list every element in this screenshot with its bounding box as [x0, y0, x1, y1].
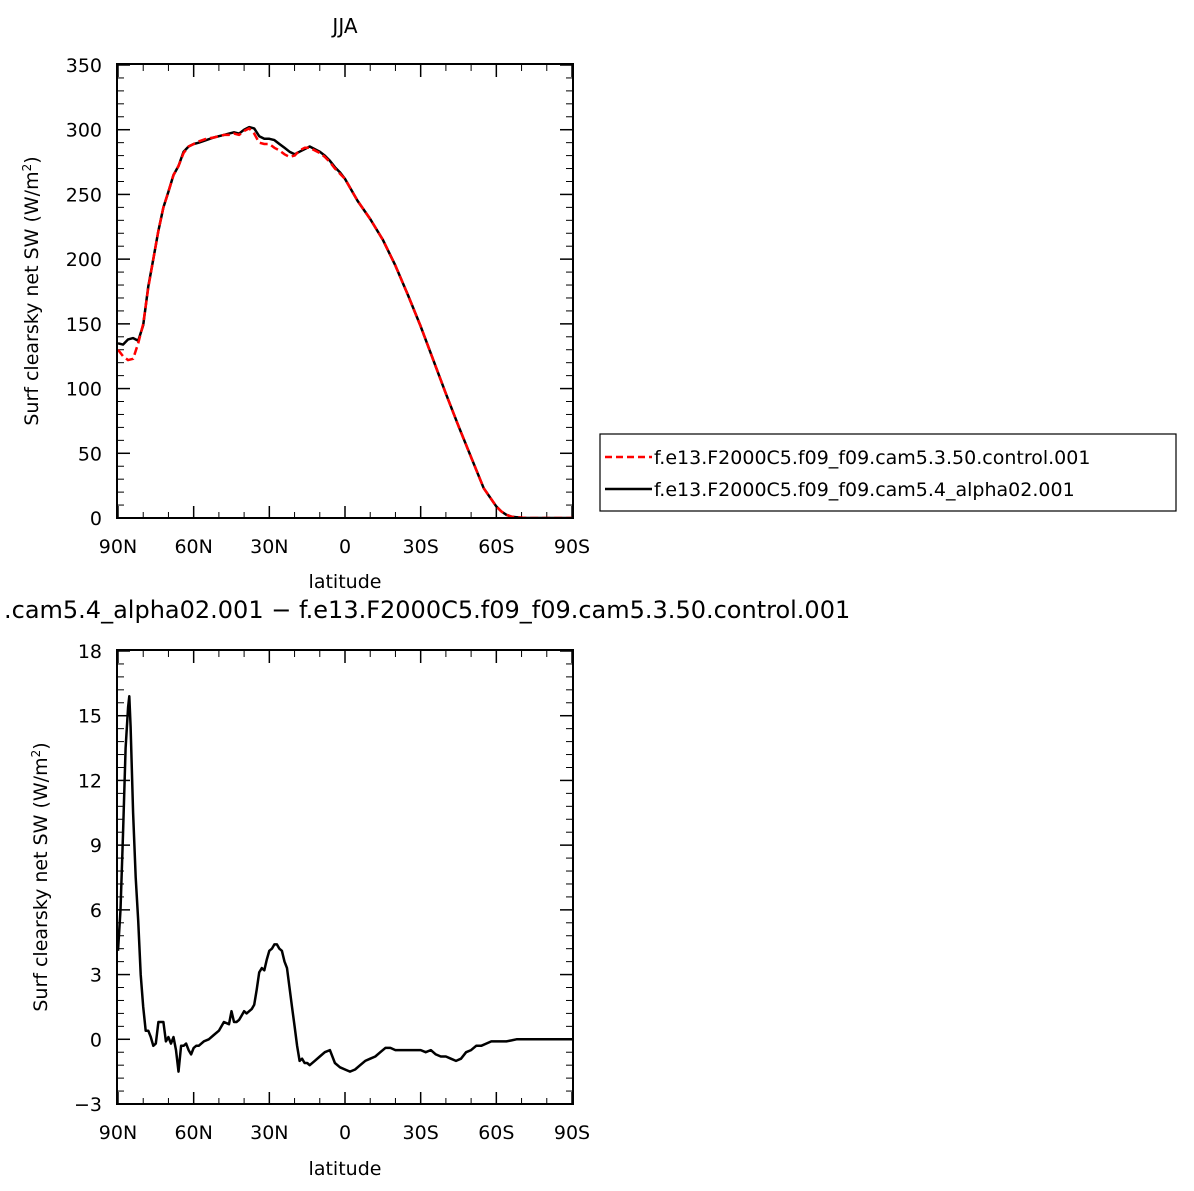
chart-top-y-tick-labels: 0 50 100 150 200 250 300 350: [66, 55, 102, 530]
x-tick-label: 30N: [250, 536, 288, 558]
chart-top-series: [117, 125, 572, 519]
x-tick-label: 90S: [554, 1122, 590, 1144]
y-tick-label: 150: [66, 314, 102, 336]
chart-bottom-frame: [116, 649, 574, 1105]
x-tick-label: 90N: [99, 536, 137, 558]
y-tick-label: 12: [78, 770, 102, 792]
y-axis-label-top-sup: 2: [20, 164, 34, 172]
x-tick-label: 60S: [478, 536, 514, 558]
y-tick-label: 15: [78, 706, 102, 728]
x-tick-label: 90N: [99, 1122, 137, 1144]
chart-bottom-ticks: [117, 650, 573, 1105]
x-tick-label: 90S: [554, 536, 590, 558]
chart-bottom-x-tick-labels: 90N 60N 30N 0 30S 60S 90S: [99, 1122, 590, 1144]
y-axis-label-bottom-main: Surf clearsky net SW (W/m: [30, 757, 52, 1011]
y-tick-label: 3: [90, 965, 102, 987]
y-tick-label: 250: [66, 184, 102, 206]
legend-label-alpha02: f.e13.F2000C5.f09_f09.cam5.4_alpha02.001: [654, 479, 1075, 501]
series-line-0: [117, 695, 572, 1073]
x-tick-label: 30S: [403, 1122, 439, 1144]
y-tick-label: 50: [78, 443, 102, 465]
chart-title-top: JJA: [330, 14, 357, 38]
y-tick-label: 0: [90, 508, 102, 530]
x-axis-label-top: latitude: [309, 571, 382, 593]
chart-top-frame: [116, 63, 574, 519]
y-axis-label-top-main: Surf clearsky net SW (W/m: [21, 171, 43, 425]
chart-top-panel: JJA 90N 60N 30N 0 30S 60S 90S 0 50 100 150 200 250 3…: [20, 14, 1177, 593]
chart-bottom-y-tick-labels: −3 0 3 6 9 12 15 18: [74, 641, 102, 1116]
y-axis-label-top: Surf clearsky net SW (W/m2): [20, 156, 43, 425]
y-axis-label-bottom-tail: ): [30, 742, 52, 749]
y-tick-label: 200: [66, 249, 102, 271]
chart-legend: f.e13.F2000C5.f09_f09.cam5.3.50.control.…: [599, 433, 1177, 512]
chart-title-bottom: .cam5.4_alpha02.001 − f.e13.F2000C5.f09_…: [4, 596, 850, 624]
x-tick-label: 30N: [250, 1122, 288, 1144]
y-tick-label: −3: [74, 1094, 102, 1116]
y-axis-label-bottom-sup: 2: [29, 750, 43, 758]
y-tick-label: 100: [66, 379, 102, 401]
x-tick-label: 0: [339, 1122, 351, 1144]
chart-bottom-series: [117, 695, 572, 1073]
y-tick-label: 18: [78, 641, 102, 663]
x-tick-label: 60N: [174, 536, 212, 558]
series-line-0: [117, 127, 572, 519]
y-tick-label: 9: [90, 835, 102, 857]
x-tick-label: 30S: [403, 536, 439, 558]
y-tick-label: 350: [66, 55, 102, 77]
y-axis-label-bottom: Surf clearsky net SW (W/m2): [29, 742, 52, 1011]
y-tick-label: 300: [66, 120, 102, 142]
y-tick-label: 0: [90, 1029, 102, 1051]
y-axis-label-top-tail: ): [21, 156, 43, 163]
x-tick-label: 60N: [174, 1122, 212, 1144]
x-tick-label: 0: [339, 536, 351, 558]
y-tick-label: 6: [90, 900, 102, 922]
chart-top-ticks: [117, 64, 573, 519]
chart-top-x-tick-labels: 90N 60N 30N 0 30S 60S 90S: [99, 536, 590, 558]
series-line-1: [117, 125, 572, 519]
x-axis-label-bottom: latitude: [309, 1158, 382, 1180]
x-tick-label: 60S: [478, 1122, 514, 1144]
legend-label-control: f.e13.F2000C5.f09_f09.cam5.3.50.control.…: [654, 447, 1090, 469]
legend-box: [599, 433, 1177, 512]
chart-bottom-panel: .cam5.4_alpha02.001 − f.e13.F2000C5.f09_…: [4, 596, 850, 1180]
